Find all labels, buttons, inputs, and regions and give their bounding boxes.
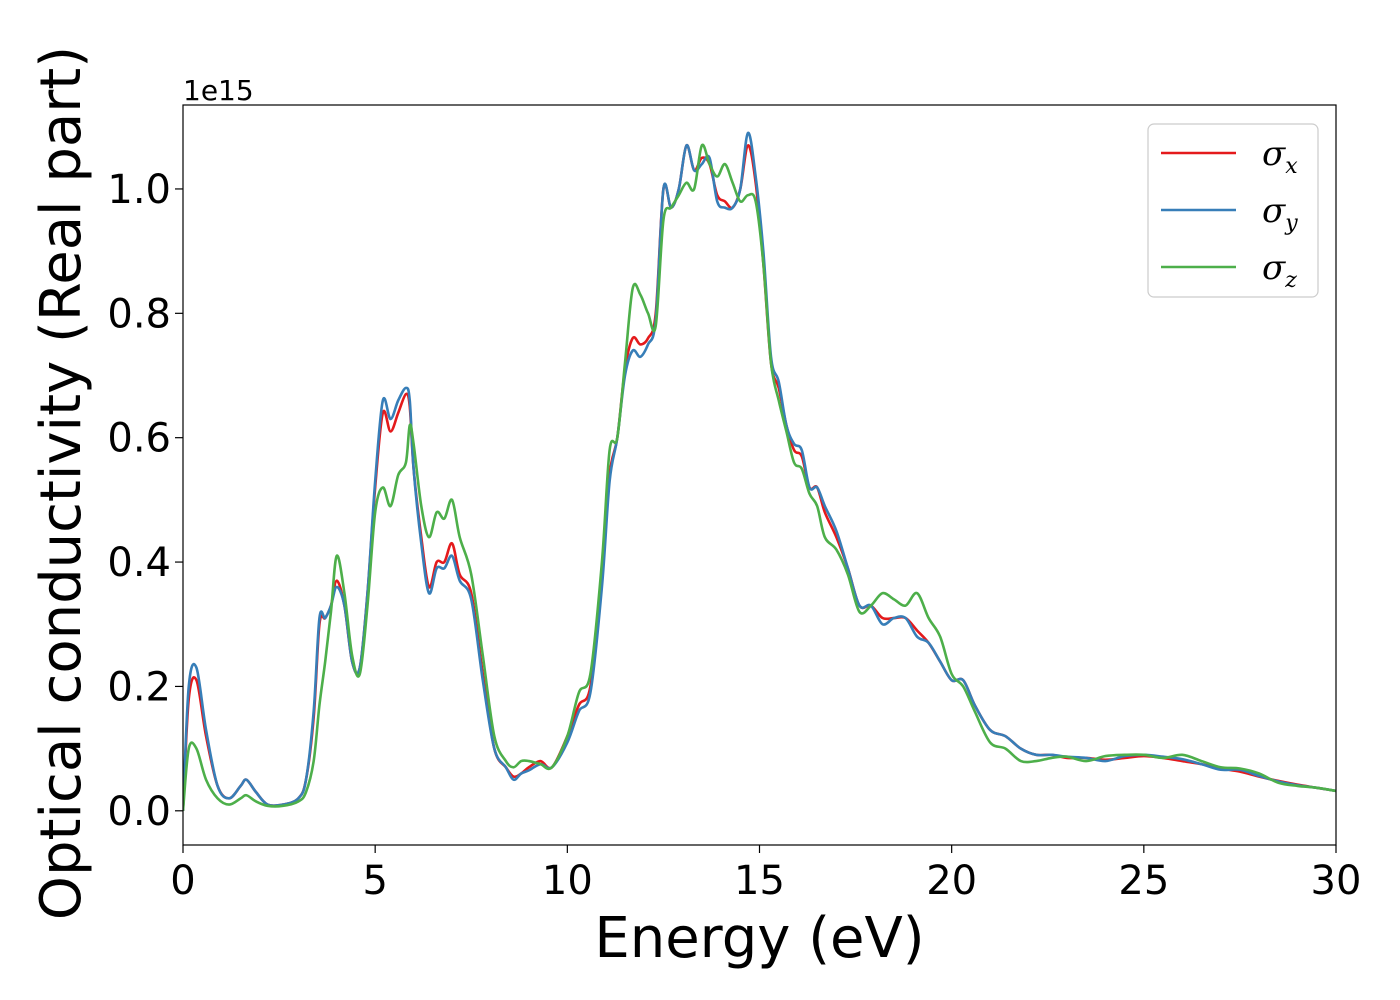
y-axis-offset-label: 1e15 — [183, 74, 254, 107]
x-axis-title: Energy (eV) — [594, 906, 924, 971]
y-tick-label: 0.6 — [107, 416, 171, 462]
x-tick-label: 25 — [1118, 858, 1169, 904]
legend-label-z: σz — [1262, 248, 1297, 293]
x-tick-label: 15 — [734, 858, 785, 904]
x-tick-label: 10 — [542, 858, 593, 904]
legend: σx σy σz — [1147, 123, 1319, 298]
series-layer — [183, 131, 1336, 811]
x-axis: 0 5 10 15 20 25 30 — [170, 845, 1361, 904]
y-axis-title: Optical conductivity (Real part) — [29, 46, 94, 920]
y-axis: 0.0 0.2 0.4 0.6 0.8 1.0 — [107, 167, 183, 835]
x-tick-label: 30 — [1311, 858, 1362, 904]
series-line-y — [183, 131, 1336, 811]
x-tick-label: 0 — [170, 858, 195, 904]
y-tick-label: 0.8 — [107, 291, 171, 337]
y-tick-label: 0.2 — [107, 664, 171, 710]
x-tick-label: 5 — [362, 858, 387, 904]
x-tick-label: 20 — [926, 858, 977, 904]
y-tick-label: 0.0 — [107, 789, 171, 835]
y-tick-label: 0.4 — [107, 540, 171, 586]
legend-label-x: σx — [1262, 134, 1298, 179]
y-tick-label: 1.0 — [107, 167, 171, 213]
series-line-z — [183, 143, 1336, 811]
legend-label-y: σy — [1262, 191, 1298, 236]
